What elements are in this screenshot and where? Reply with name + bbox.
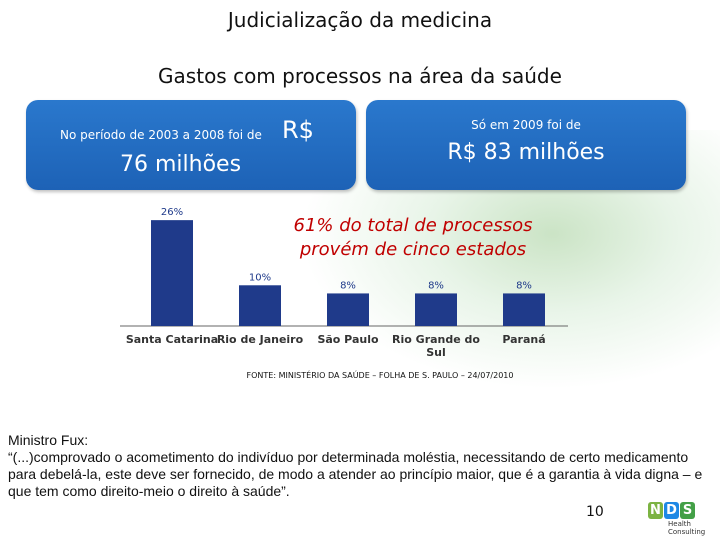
bar-3 <box>415 293 457 326</box>
bar-4 <box>503 293 545 326</box>
category-label-0: Santa Catarina <box>126 333 218 346</box>
period-amount: 76 milhões <box>120 152 242 177</box>
category-label-1: Rio de Janeiro <box>217 333 304 346</box>
year-amount: R$ 83 milhões <box>447 140 605 165</box>
bar-0 <box>151 220 193 326</box>
bar-1 <box>239 285 281 326</box>
logo-letter-s: S <box>680 502 695 519</box>
category-label-2: São Paulo <box>317 333 379 346</box>
logo-letter-d: D <box>664 502 679 519</box>
period-total-box: No período de 2003 a 2008 foi de R$ 76 m… <box>26 100 356 190</box>
data-label-1: 10% <box>249 272 271 283</box>
bar-2 <box>327 293 369 326</box>
logo-tagline: Health Consulting <box>668 520 706 536</box>
highlight-line-2: provém de cinco estados <box>299 239 527 260</box>
logo-letter-n: N <box>648 502 663 519</box>
page-number: 10 <box>586 504 604 520</box>
category-label-3: Rio Grande do Sul <box>392 333 480 359</box>
highlight-text: 61% do total de processos provém de cinc… <box>270 214 556 262</box>
quote-block: Ministro Fux: “(...)comprovado o acometi… <box>8 432 708 500</box>
slide-title: Judicialização da medicina <box>227 8 493 32</box>
quote-text: “(...)comprovado o acometimento do indiv… <box>8 449 703 499</box>
quote-author: Ministro Fux: <box>8 432 89 448</box>
source-note: FONTE: MINISTÉRIO DA SAÚDE – FOLHA DE S.… <box>246 371 514 380</box>
highlight-line-1: 61% do total de processos <box>293 215 533 236</box>
category-label-4: Paraná <box>502 333 545 346</box>
period-currency: R$ <box>282 116 314 144</box>
data-label-3: 8% <box>428 280 444 291</box>
year-label: Só em 2009 foi de <box>471 118 581 132</box>
year-total-box: Só em 2009 foi de R$ 83 milhões <box>366 100 686 190</box>
data-label-4: 8% <box>516 280 532 291</box>
data-label-0: 26% <box>161 207 183 218</box>
data-label-2: 8% <box>340 280 356 291</box>
slide-subtitle: Gastos com processos na área da saúde <box>158 64 562 88</box>
period-label: No período de 2003 a 2008 foi de <box>60 128 262 142</box>
